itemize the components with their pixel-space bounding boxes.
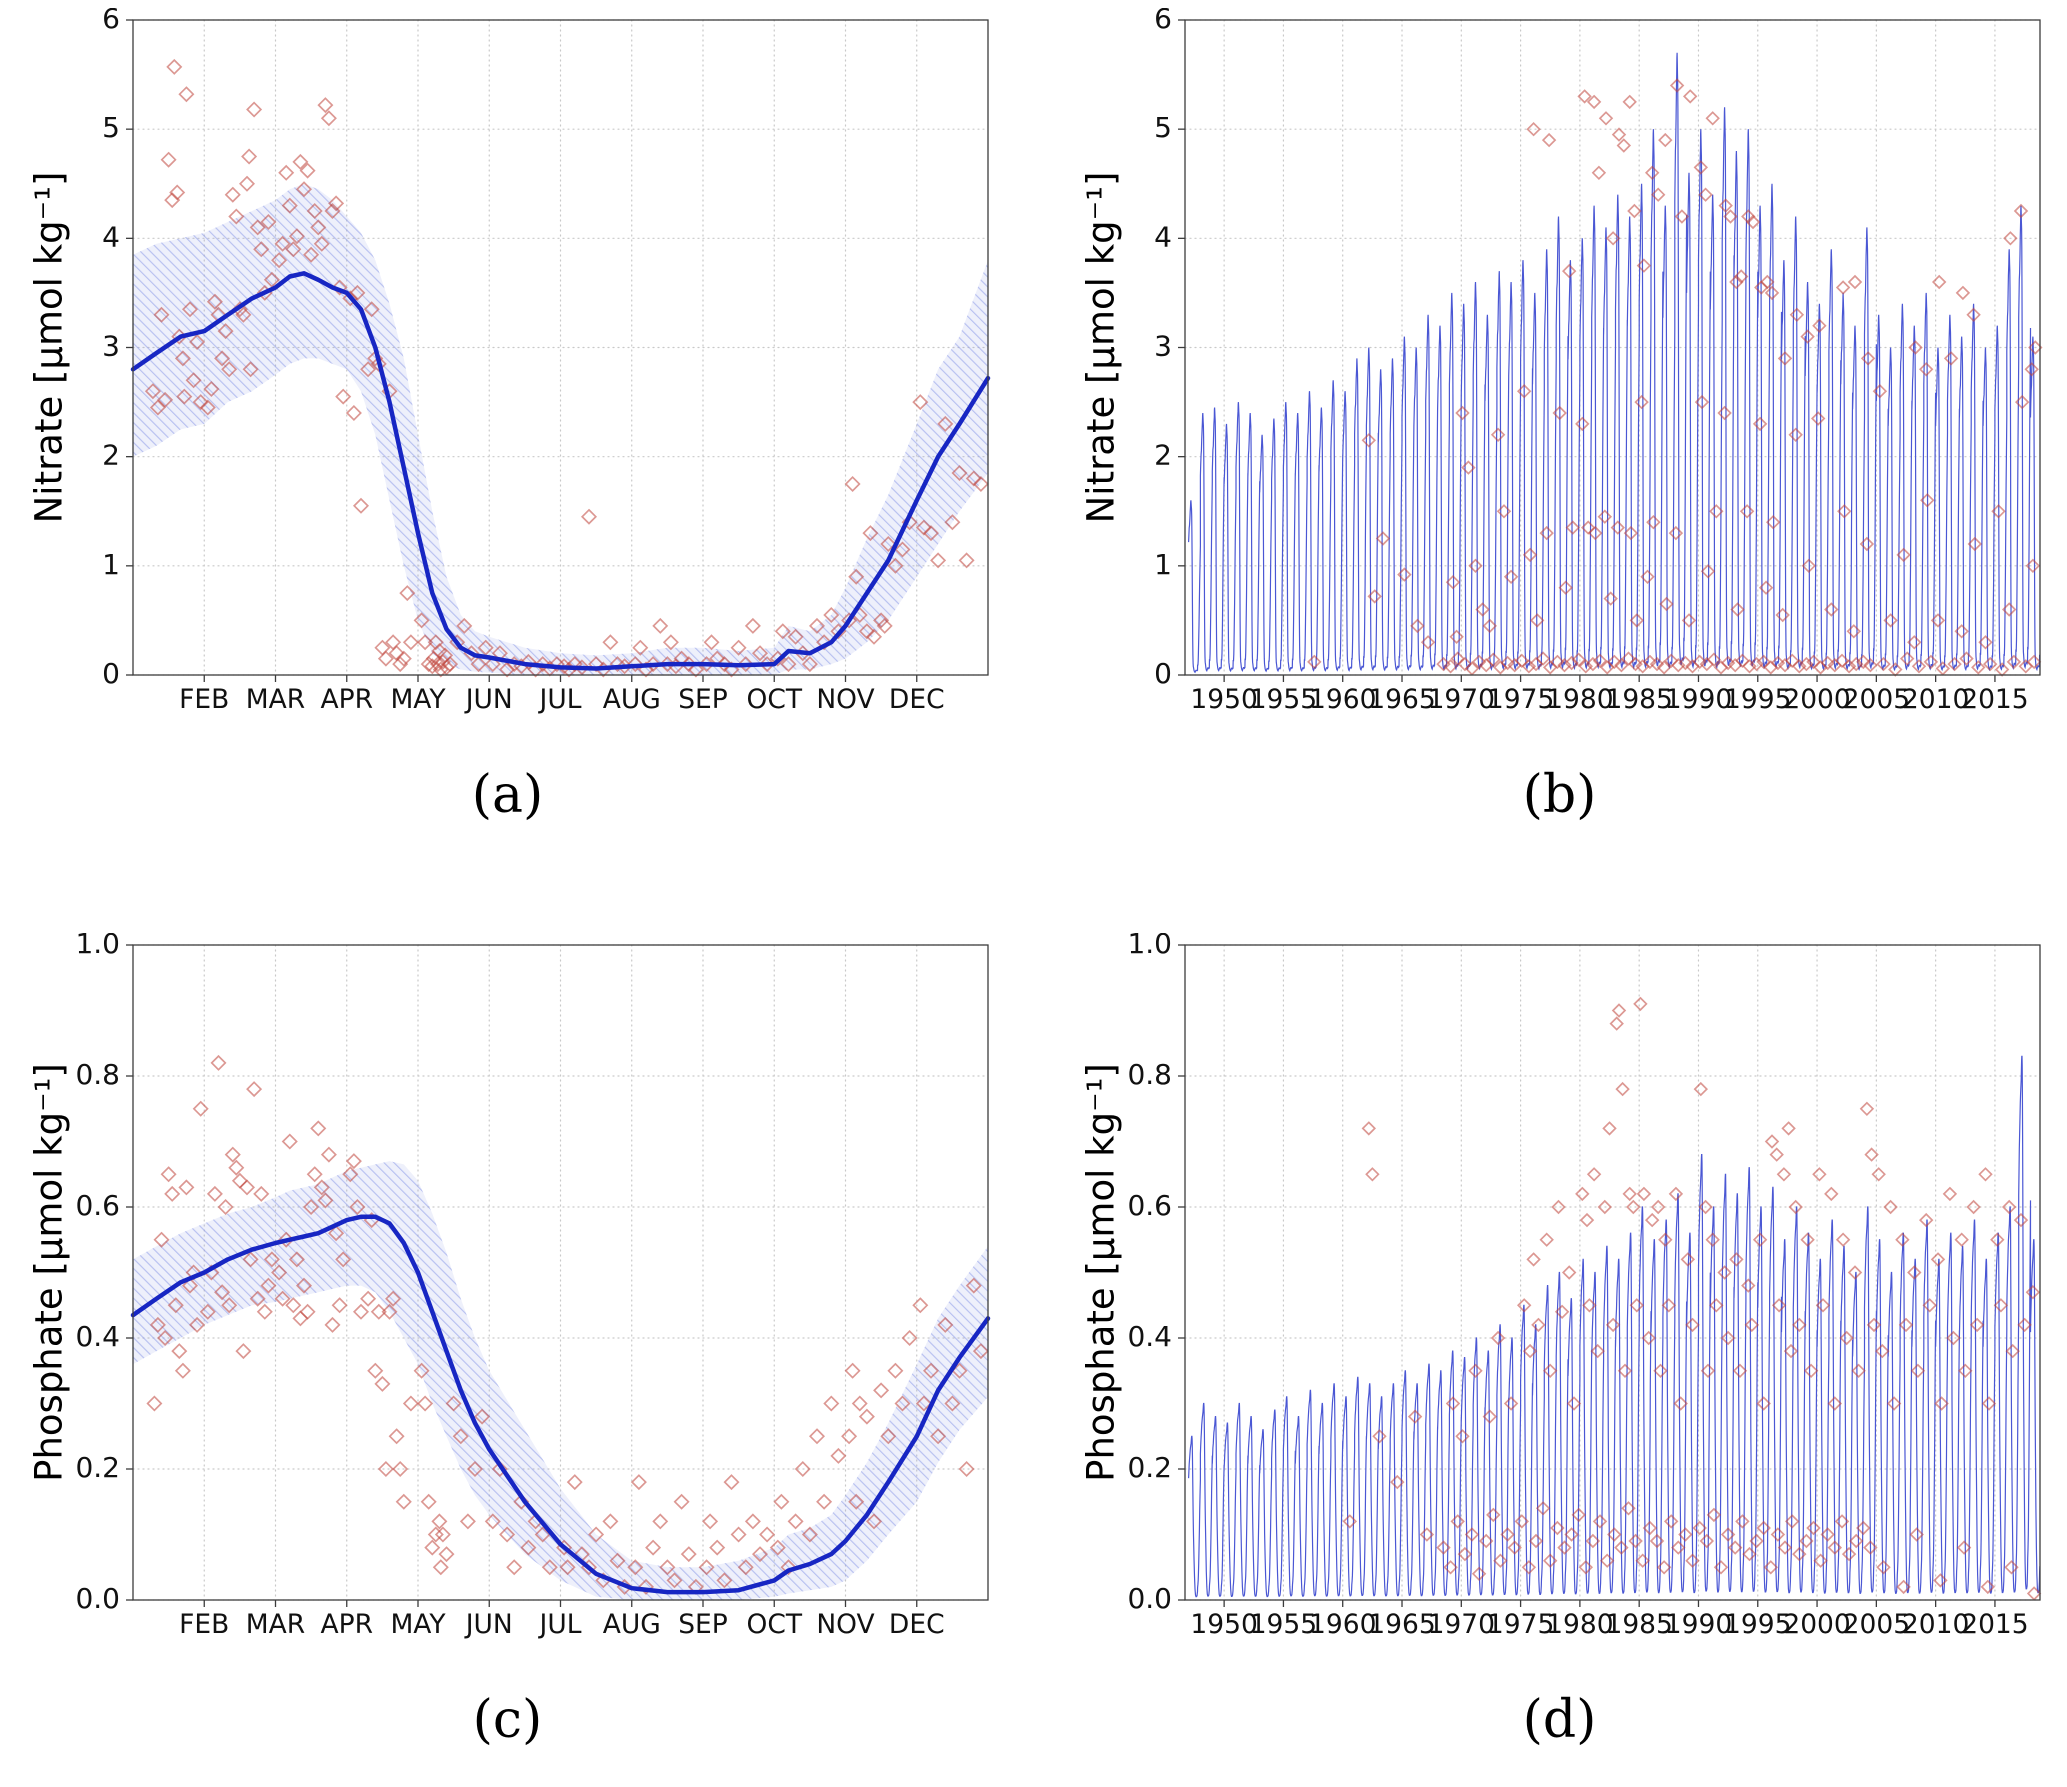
svg-text:MAR: MAR (246, 1609, 305, 1640)
svg-text:SEP: SEP (678, 684, 728, 715)
svg-text:2010: 2010 (1902, 1609, 1969, 1640)
svg-text:0: 0 (102, 657, 120, 690)
svg-text:0.2: 0.2 (1127, 1451, 1172, 1484)
svg-text:6: 6 (1154, 8, 1172, 35)
svg-text:1985: 1985 (1605, 1609, 1672, 1640)
svg-text:JUL: JUL (538, 684, 582, 715)
svg-text:2000: 2000 (1783, 1609, 1850, 1640)
svg-text:0.0: 0.0 (1127, 1582, 1172, 1615)
svg-text:AUG: AUG (603, 684, 661, 715)
svg-text:MAR: MAR (246, 684, 305, 715)
svg-text:AUG: AUG (603, 1609, 661, 1640)
svg-text:1980: 1980 (1546, 684, 1613, 715)
svg-text:1960: 1960 (1309, 684, 1376, 715)
panel-b: 1950 1955 1960 1965 1970 1975 1980 1985 1990 1995… (1067, 8, 2052, 825)
svg-text:0.6: 0.6 (1127, 1189, 1172, 1222)
svg-text:FEB: FEB (179, 684, 229, 715)
svg-text:0.4: 0.4 (1127, 1320, 1172, 1353)
panel-a: FEB MAR APR MAY JUN JUL AUG SEP OCT NOV DEC 0 1 2 3 4 5 6… (15, 8, 1000, 825)
svg-text:SEP: SEP (678, 1609, 728, 1640)
svg-text:OCT: OCT (746, 684, 802, 715)
svg-text:1.0: 1.0 (1127, 933, 1172, 960)
svg-text:2015: 2015 (1961, 1609, 2028, 1640)
svg-text:1970: 1970 (1428, 1609, 1495, 1640)
svg-text:FEB: FEB (179, 1609, 229, 1640)
svg-text:2005: 2005 (1843, 1609, 1910, 1640)
svg-text:1: 1 (102, 548, 120, 581)
svg-text:APR: APR (320, 684, 373, 715)
svg-text:DEC: DEC (889, 684, 945, 715)
svg-text:1980: 1980 (1546, 1609, 1613, 1640)
svg-text:0: 0 (1154, 657, 1172, 690)
svg-text:5: 5 (1154, 111, 1172, 144)
svg-text:Nitrate [µmol kg⁻¹]: Nitrate [µmol kg⁻¹] (1080, 172, 1123, 524)
phosphate-climatology-chart: FEB MAR APR MAY JUN JUL AUG SEP OCT NOV DEC 0.0 0.2 0… (15, 933, 1000, 1648)
svg-text:NOV: NOV (816, 684, 874, 715)
svg-text:5: 5 (102, 111, 120, 144)
svg-text:0.6: 0.6 (75, 1189, 120, 1222)
svg-text:1960: 1960 (1309, 1609, 1376, 1640)
svg-text:1975: 1975 (1487, 1609, 1554, 1640)
svg-text:1975: 1975 (1487, 684, 1554, 715)
svg-text:1965: 1965 (1368, 684, 1435, 715)
panel-c: FEB MAR APR MAY JUN JUL AUG SEP OCT NOV DEC 0.0 0.2 0… (15, 933, 1000, 1750)
svg-text:4: 4 (102, 220, 120, 253)
svg-text:1985: 1985 (1605, 684, 1672, 715)
svg-text:2005: 2005 (1843, 684, 1910, 715)
svg-text:3: 3 (102, 330, 120, 363)
svg-text:MAY: MAY (390, 1609, 446, 1640)
svg-text:Phosphate [µmol kg⁻¹]: Phosphate [µmol kg⁻¹] (28, 1063, 71, 1482)
panel-d: 1950 1955 1960 1965 1970 1975 1980 1985 1990 1995… (1067, 933, 2052, 1750)
svg-text:2015: 2015 (1961, 684, 2028, 715)
svg-text:JUN: JUN (464, 1609, 513, 1640)
svg-text:Nitrate [µmol kg⁻¹]: Nitrate [µmol kg⁻¹] (28, 172, 71, 524)
svg-text:0.8: 0.8 (75, 1058, 120, 1091)
svg-text:2000: 2000 (1783, 684, 1850, 715)
svg-text:DEC: DEC (889, 1609, 945, 1640)
svg-text:1: 1 (1154, 548, 1172, 581)
svg-text:2: 2 (102, 439, 120, 472)
nitrate-climatology-chart: FEB MAR APR MAY JUN JUL AUG SEP OCT NOV DEC 0 1 2 3 4 5 6… (15, 8, 1000, 723)
svg-text:1955: 1955 (1250, 1609, 1317, 1640)
panel-a-label: (a) (471, 765, 544, 825)
svg-text:6: 6 (102, 8, 120, 35)
svg-text:NOV: NOV (816, 1609, 874, 1640)
svg-text:4: 4 (1154, 220, 1172, 253)
svg-text:1.0: 1.0 (75, 933, 120, 960)
nitrate-timeseries-chart: 1950195519601965197019751980198519901995… (1067, 8, 2052, 723)
svg-text:0.2: 0.2 (75, 1451, 120, 1484)
svg-text:0.8: 0.8 (1127, 1058, 1172, 1091)
svg-text:2: 2 (1154, 439, 1172, 472)
svg-text:1990: 1990 (1665, 1609, 1732, 1640)
svg-text:1995: 1995 (1724, 1609, 1791, 1640)
panel-d-label: (d) (1522, 1690, 1597, 1750)
panel-b-label: (b) (1522, 765, 1597, 825)
svg-text:0.0: 0.0 (75, 1582, 120, 1615)
svg-text:1990: 1990 (1665, 684, 1732, 715)
svg-text:MAY: MAY (390, 684, 446, 715)
svg-text:JUL: JUL (538, 1609, 582, 1640)
svg-text:1965: 1965 (1368, 1609, 1435, 1640)
svg-text:3: 3 (1154, 330, 1172, 363)
svg-text:1995: 1995 (1724, 684, 1791, 715)
phosphate-timeseries-chart: 1950195519601965197019751980198519901995… (1067, 933, 2052, 1648)
svg-text:Phosphate [µmol kg⁻¹]: Phosphate [µmol kg⁻¹] (1080, 1063, 1123, 1482)
svg-text:1970: 1970 (1428, 684, 1495, 715)
svg-text:1950: 1950 (1190, 1609, 1257, 1640)
svg-text:2010: 2010 (1902, 684, 1969, 715)
svg-text:APR: APR (320, 1609, 373, 1640)
svg-text:OCT: OCT (746, 1609, 802, 1640)
svg-text:0.4: 0.4 (75, 1320, 120, 1353)
svg-text:1955: 1955 (1250, 684, 1317, 715)
panel-c-label: (c) (472, 1690, 543, 1750)
svg-text:JUN: JUN (464, 684, 513, 715)
svg-text:1950: 1950 (1190, 684, 1257, 715)
